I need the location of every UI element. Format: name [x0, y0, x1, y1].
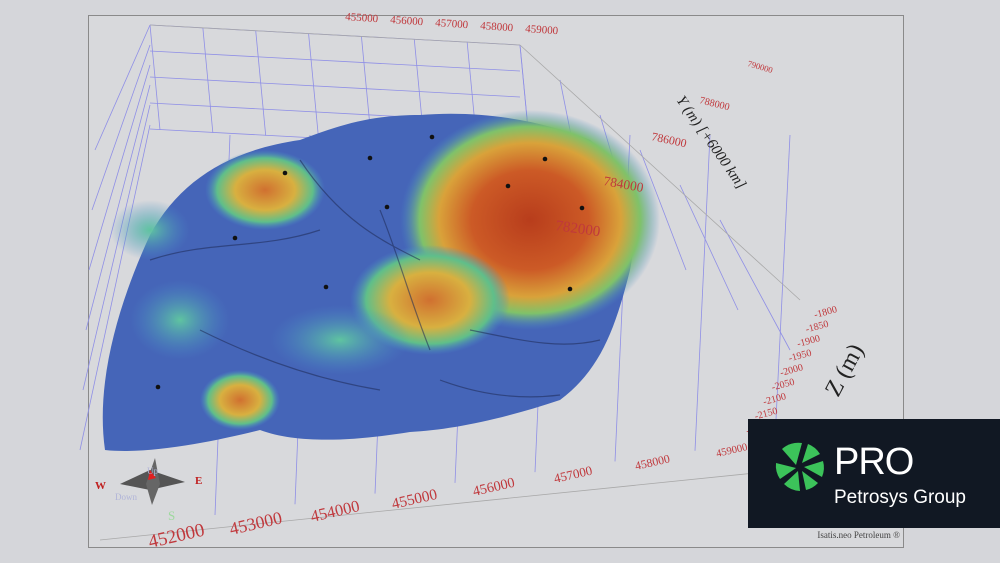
x-tick-label-top: 456000: [390, 14, 424, 28]
grid-line: [88, 64, 151, 271]
grid-line: [85, 84, 151, 331]
well-marker: [429, 134, 435, 140]
grid-line: [94, 24, 151, 151]
y-tick-label: 788000: [698, 95, 730, 113]
y-tick-label: 790000: [746, 58, 774, 75]
compass-down: Down: [115, 492, 137, 502]
well-marker: [232, 235, 238, 241]
x-tick-label: 452000: [146, 520, 206, 553]
grid-line: [79, 124, 151, 451]
well-marker: [282, 170, 288, 176]
well-marker: [367, 155, 373, 161]
well-marker: [567, 286, 573, 292]
grid-line: [149, 50, 521, 72]
well-marker: [579, 205, 585, 211]
x-tick-label: 454000: [309, 496, 362, 526]
grid-line: [694, 134, 711, 451]
x-tick-label: 457000: [552, 463, 593, 486]
x-tick-label: 456000: [471, 475, 516, 500]
x-tick-label: 459000: [715, 442, 748, 460]
well-marker: [155, 384, 161, 390]
grid-line: [679, 184, 739, 311]
grid-line: [149, 76, 521, 98]
compass: W E S Up Down: [95, 458, 202, 523]
surface: [102, 110, 660, 451]
grid-line: [719, 219, 791, 351]
well-marker: [542, 156, 548, 162]
compass-south: S: [168, 508, 175, 523]
compass-east: E: [195, 475, 202, 487]
grid-line: [82, 104, 151, 391]
well-marker: [323, 284, 329, 290]
petrosys-logo: PRO Petrosys Group: [748, 419, 1000, 528]
well-marker: [384, 204, 390, 210]
logo-mark-text: PRO: [834, 441, 914, 483]
petrosys-mark-icon: [775, 442, 824, 491]
y-tick-label: 782000: [554, 218, 601, 240]
x-tick-label-top: 458000: [480, 20, 514, 34]
compass-up: Up: [147, 466, 158, 476]
x-tick-label-top: 457000: [435, 17, 469, 31]
well-marker: [505, 183, 511, 189]
z-axis-label: Z (m): [820, 340, 869, 401]
x-tick-label-top: 455000: [345, 11, 379, 25]
grid-line: [149, 24, 521, 46]
y-tick-label: 786000: [650, 129, 688, 150]
grid-line: [774, 134, 791, 441]
y-tick-label: 784000: [602, 173, 644, 195]
x-tick-label: 458000: [634, 451, 672, 473]
logo-company-name: Petrosys Group: [834, 487, 966, 508]
software-credit: Isatis.neo Petroleum ®: [817, 530, 900, 540]
x-tick-label: 455000: [390, 486, 439, 513]
x-tick-label-top: 459000: [525, 23, 559, 37]
grid-line: [519, 44, 801, 301]
grid-line: [639, 149, 687, 271]
grid-line: [91, 44, 151, 211]
compass-west: W: [95, 480, 106, 492]
well-markers: [155, 134, 585, 390]
x-tick-label: 453000: [227, 507, 284, 539]
